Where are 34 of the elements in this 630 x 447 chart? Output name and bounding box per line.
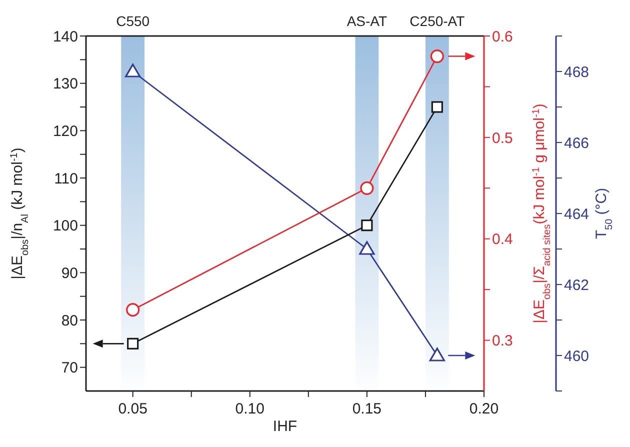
y3-tick-label: 464 (564, 206, 590, 223)
y3-tick-label: 466 (564, 134, 590, 152)
y2-tick-label: 0.5 (492, 130, 513, 147)
point (429, 348, 445, 362)
y-tick-label: 120 (52, 122, 78, 140)
x-tick-label: 0.10 (235, 400, 264, 418)
band-label: C550 (116, 13, 150, 29)
y-tick-label: 80 (61, 312, 78, 330)
point (431, 101, 443, 113)
x-tick-label: 0.20 (469, 400, 499, 418)
y3-tick-label: 468 (564, 64, 590, 81)
y2-tick-label: 0.4 (492, 231, 513, 248)
x-tick-label: 0.15 (352, 400, 382, 418)
y2-tick-label: 0.3 (492, 332, 513, 350)
point (360, 181, 374, 195)
y-tick-label: 90 (61, 264, 78, 282)
point (361, 220, 373, 232)
x-tick-label: 0.05 (118, 400, 148, 418)
point (359, 241, 375, 255)
y2-tick-label: 0.6 (492, 28, 513, 46)
y-tick-label: 100 (52, 218, 78, 235)
point (127, 338, 139, 350)
point (125, 64, 141, 78)
x-axis-title: IHF (272, 418, 298, 435)
band-label: C250-AT (410, 13, 466, 29)
y3-tick-label: 460 (564, 348, 590, 365)
y-tick-label: 110 (54, 170, 78, 188)
point (430, 49, 444, 64)
y-tick-label: 70 (61, 360, 78, 377)
y-tick-label: 140 (52, 28, 78, 46)
band-label: AS-AT (346, 13, 388, 29)
y-tick-label: 130 (52, 76, 78, 93)
point (126, 303, 140, 317)
y3-tick-label: 462 (564, 276, 590, 294)
